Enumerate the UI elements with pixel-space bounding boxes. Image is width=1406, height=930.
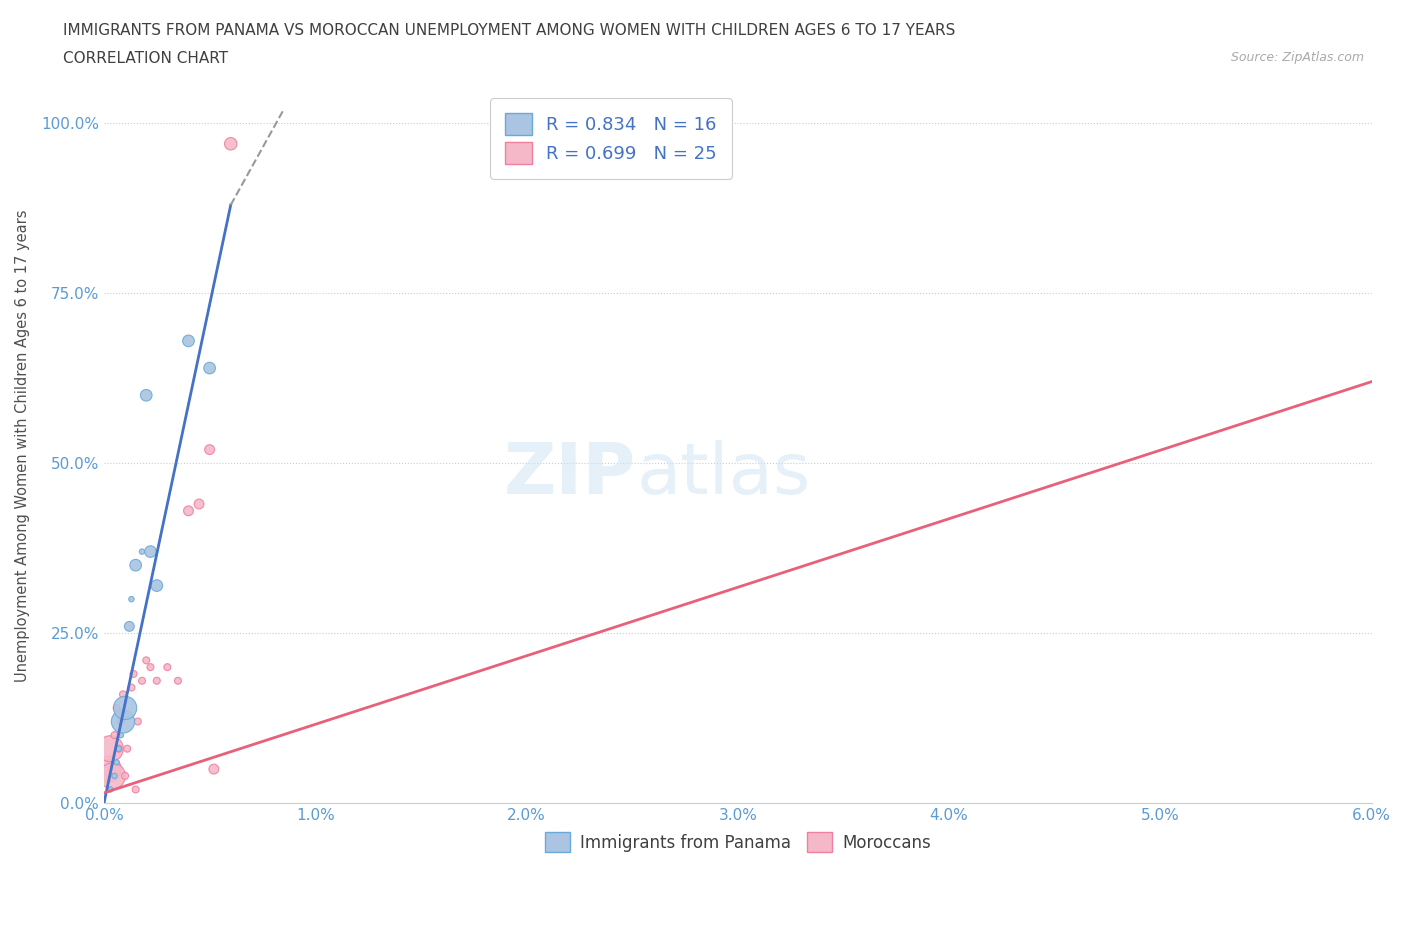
Text: ZIP: ZIP — [505, 440, 637, 510]
Point — [111, 687, 134, 702]
Point — [122, 667, 145, 682]
Point — [105, 755, 128, 770]
Text: atlas: atlas — [637, 440, 811, 510]
Point — [110, 727, 132, 742]
Point — [114, 700, 136, 715]
Point — [198, 361, 221, 376]
Point — [139, 544, 162, 559]
Point — [120, 680, 142, 695]
Point — [124, 558, 146, 573]
Point — [120, 591, 142, 606]
Point — [98, 782, 121, 797]
Point — [111, 714, 134, 729]
Text: Source: ZipAtlas.com: Source: ZipAtlas.com — [1230, 51, 1364, 64]
Point — [177, 334, 200, 349]
Y-axis label: Unemployment Among Women with Children Ages 6 to 17 years: Unemployment Among Women with Children A… — [15, 210, 30, 683]
Point — [115, 741, 138, 756]
Point — [177, 503, 200, 518]
Text: IMMIGRANTS FROM PANAMA VS MOROCCAN UNEMPLOYMENT AMONG WOMEN WITH CHILDREN AGES 6: IMMIGRANTS FROM PANAMA VS MOROCCAN UNEMP… — [63, 23, 956, 38]
Point — [127, 714, 149, 729]
Point — [139, 659, 162, 674]
Point — [110, 714, 132, 729]
Point — [219, 137, 242, 152]
Point — [118, 619, 141, 634]
Point — [101, 768, 124, 783]
Point — [146, 673, 169, 688]
Point — [98, 741, 121, 756]
Point — [103, 727, 125, 742]
Point — [131, 673, 153, 688]
Point — [202, 762, 225, 777]
Point — [107, 741, 129, 756]
Legend: Immigrants from Panama, Moroccans: Immigrants from Panama, Moroccans — [538, 825, 938, 859]
Point — [135, 388, 157, 403]
Point — [146, 578, 169, 593]
Point — [198, 442, 221, 457]
Text: CORRELATION CHART: CORRELATION CHART — [63, 51, 228, 66]
Point — [107, 741, 129, 756]
Point — [156, 659, 179, 674]
Point — [114, 768, 136, 783]
Point — [105, 700, 128, 715]
Point — [103, 768, 125, 783]
Point — [135, 653, 157, 668]
Point — [124, 782, 146, 797]
Point — [97, 762, 120, 777]
Point — [167, 673, 190, 688]
Point — [131, 544, 153, 559]
Point — [188, 497, 211, 512]
